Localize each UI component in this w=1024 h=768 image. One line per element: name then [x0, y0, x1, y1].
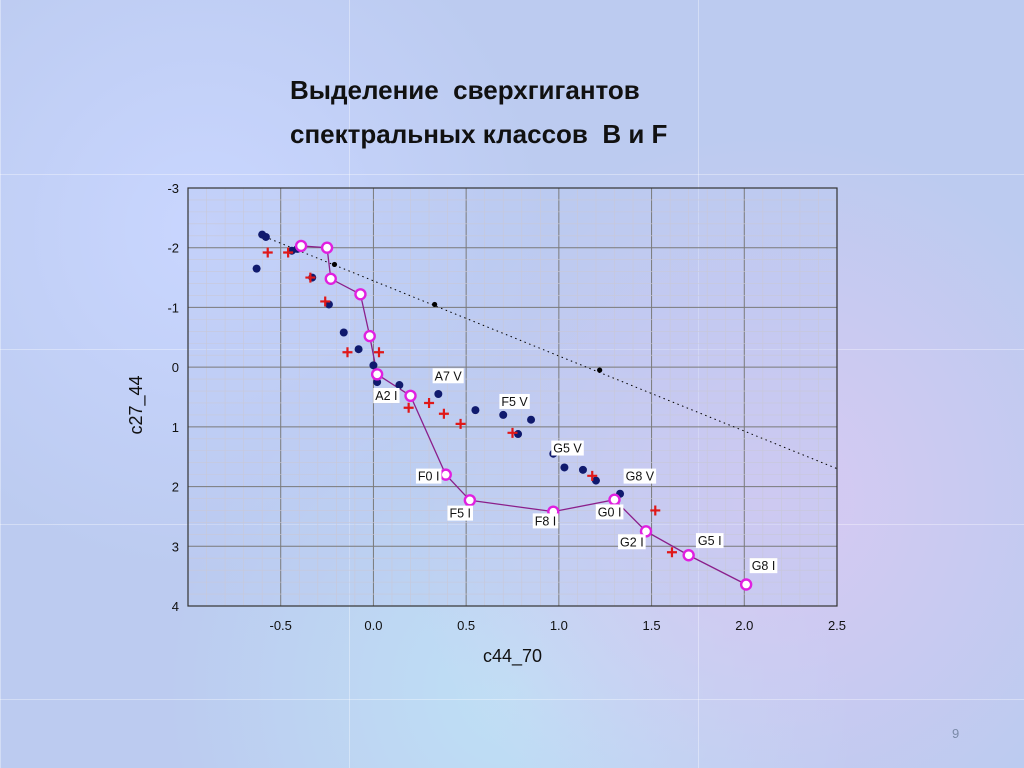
x-tick-label: 0.5 — [457, 618, 475, 633]
y-tick-label: -1 — [167, 300, 179, 315]
x-tick-label: 2.0 — [735, 618, 753, 633]
supergiant-point — [639, 525, 653, 538]
point-label: A7 V — [435, 369, 463, 383]
dwarf-point — [471, 406, 480, 415]
page-number: 9 — [952, 726, 960, 741]
point-label: G8 V — [626, 470, 655, 484]
point-label-box — [551, 440, 584, 456]
point-label: F0 I — [418, 470, 440, 484]
supergiant-point — [354, 288, 367, 301]
title-line-2: спектральных классов B и F — [290, 119, 668, 149]
supergiant-point — [739, 578, 753, 591]
plot-border — [187, 187, 838, 607]
cross-point — [666, 547, 677, 558]
dwarf-point — [395, 381, 404, 390]
supergiant-point — [363, 329, 376, 343]
dwarf-point — [339, 328, 348, 337]
y-tick-label: 1 — [172, 420, 179, 435]
point-label-box — [749, 558, 778, 574]
cross-point — [320, 296, 331, 307]
y-tick-label: 4 — [172, 599, 179, 614]
point-label-box — [499, 393, 530, 409]
cross-point — [455, 418, 466, 429]
cross-point — [403, 402, 414, 413]
supergiant-point — [294, 239, 308, 253]
x-tick-label: 1.0 — [550, 618, 568, 633]
point-label: F5 V — [501, 395, 528, 409]
x-tick-label: 1.5 — [643, 618, 661, 633]
supergiant-point — [404, 389, 417, 403]
dwarf-point — [560, 463, 569, 472]
dwarf-point — [578, 465, 587, 474]
x-axis-label: c44_70 — [483, 646, 542, 667]
reddening-point — [331, 261, 338, 268]
cross-point — [424, 397, 435, 408]
point-label: G5 I — [698, 534, 722, 548]
point-label-box — [595, 504, 624, 520]
y-tick-label: 3 — [172, 539, 179, 554]
cross-point — [305, 272, 316, 283]
supergiant-point — [324, 272, 337, 285]
x-tick-label: 0.0 — [364, 618, 382, 633]
point-label: A2 I — [375, 389, 397, 403]
reddening-point — [597, 367, 603, 373]
x-tick-label: 2.5 — [828, 618, 846, 633]
reddening-dotted-line — [269, 238, 838, 470]
supergiant-point — [370, 368, 384, 381]
dwarf-point — [261, 232, 270, 241]
point-label: G8 I — [752, 559, 776, 573]
supergiant-point — [608, 493, 621, 506]
point-label: F8 I — [535, 514, 557, 528]
cross-point — [283, 247, 294, 258]
point-label-box — [695, 533, 724, 549]
x-tick-label: -0.5 — [270, 618, 292, 633]
cross-point — [342, 347, 353, 358]
dwarf-point — [527, 415, 536, 424]
point-label-box — [415, 468, 442, 484]
cross-points — [262, 247, 677, 558]
point-label-box — [623, 468, 657, 484]
y-tick-label: -3 — [167, 181, 179, 196]
cross-point — [438, 408, 449, 419]
y-tick-label: -2 — [167, 241, 179, 256]
dwarf-point — [591, 476, 600, 485]
axes: -0.5 0.0 0.5 1.0 1.5 2.0 2.5 -3 -2 -1 0 1 2 3 4 c44_70 c… — [126, 181, 846, 667]
point-label: G2 I — [620, 535, 644, 549]
cross-point — [587, 470, 598, 481]
point-label: F5 I — [449, 507, 471, 521]
slide-title: Выделение сверхгигантов спектральных кла… — [290, 68, 850, 156]
point-label-box — [447, 505, 474, 521]
point-label: G0 I — [598, 505, 622, 519]
y-axis-label: c27_44 — [126, 375, 147, 434]
point-label-box — [618, 534, 646, 550]
supergiant-markers — [294, 239, 753, 591]
dwarf-point — [434, 390, 443, 399]
annotations: A7 V A2 I F5 V G5 V F0 I G8 V F5 I G0 I F8 I G2 I… — [373, 368, 778, 574]
plot-frame — [187, 187, 838, 607]
supergiant-point — [320, 241, 334, 254]
supergiant-point — [682, 549, 695, 562]
supergiant-point — [439, 468, 452, 481]
dwarf-point — [252, 264, 261, 273]
cross-point — [262, 247, 273, 258]
supergiant-point — [463, 494, 477, 507]
point-label-box — [432, 368, 464, 384]
cross-point — [650, 505, 661, 516]
point-label-box — [373, 387, 400, 403]
title-line-1: Выделение сверхгигантов — [290, 75, 640, 105]
dwarf-point — [499, 410, 508, 419]
dwarf-point — [354, 345, 363, 354]
y-tick-label: 2 — [172, 480, 179, 495]
dwarf-point — [514, 430, 523, 439]
point-label: G5 V — [553, 442, 582, 456]
cross-point — [507, 427, 518, 438]
y-tick-label: 0 — [172, 360, 179, 375]
point-label-box — [532, 513, 559, 529]
reddening-point — [432, 301, 438, 308]
dwarf-point — [369, 361, 378, 370]
cross-point — [373, 347, 384, 358]
